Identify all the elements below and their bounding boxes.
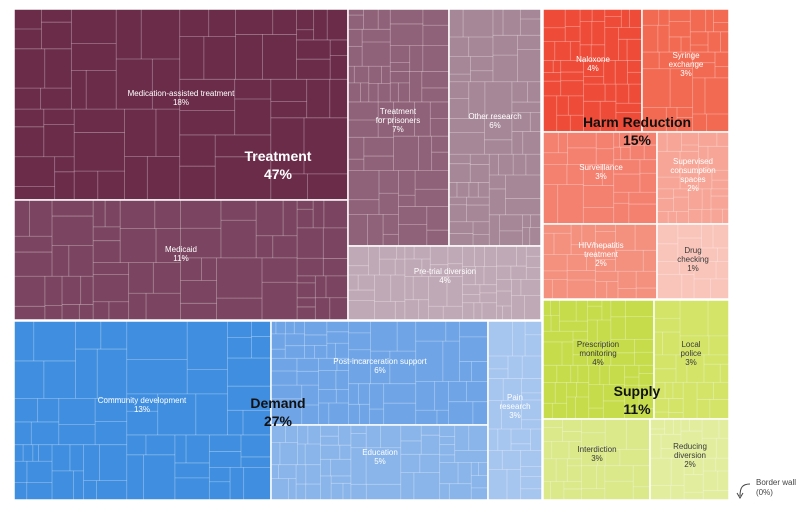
- group-label-treatment: Treatment: [245, 148, 312, 164]
- tile-rect-medication-assisted-treatment: [13, 8, 349, 201]
- tile-label-reducing-diversion: Reducing diversion: [673, 442, 707, 460]
- tile-label-drug-checking: Drug checking: [677, 246, 709, 264]
- tile-percent-education: 5%: [374, 457, 386, 466]
- tile-rect-hiv-hepatitis-treatment: [542, 223, 658, 300]
- tile-label-community-development: Community development: [98, 396, 187, 405]
- tile-interdiction: [542, 418, 651, 501]
- tile-percent-interdiction: 3%: [591, 454, 603, 463]
- tile-label-other-research: Other research: [468, 112, 521, 121]
- border-wall-annotation: Border wall (0%): [756, 478, 796, 498]
- tile-naloxone: [542, 8, 643, 133]
- tile-percent-pre-trial-diversion: 4%: [439, 276, 451, 285]
- group-percent-harm-reduction: 15%: [623, 132, 652, 148]
- tile-rect-interdiction: [542, 418, 651, 501]
- tile-label-medication-assisted-treatment: Medication-assisted treatment: [128, 89, 235, 98]
- tile-label-pain-research: Pain research: [499, 393, 530, 411]
- group-percent-treatment: 47%: [264, 166, 293, 182]
- tile-syringe-exchange: [641, 8, 730, 133]
- tile-label-interdiction: Interdiction: [577, 445, 616, 454]
- tile-rect-education: [270, 424, 489, 501]
- tile-rect-medicaid: [13, 199, 349, 321]
- tile-label-education: Education: [362, 448, 398, 457]
- tile-label-prescription-monitoring: Prescription monitoring: [577, 340, 619, 358]
- tile-medicaid: [13, 199, 349, 321]
- tile-label-treatment-for-prisoners: Treatment for prisoners: [376, 107, 420, 125]
- tile-rect-reducing-diversion: [649, 418, 730, 501]
- tile-rect-treatment-for-prisoners: [347, 8, 450, 247]
- tile-label-local-police: Local police: [681, 340, 702, 358]
- group-label-harm-reduction: Harm Reduction: [583, 114, 691, 130]
- tile-percent-post-incarceration-support: 6%: [374, 366, 386, 375]
- tile-label-surveillance: Surveillance: [579, 163, 623, 172]
- tile-percent-medicaid: 11%: [173, 254, 188, 263]
- tile-rect-naloxone: [542, 8, 643, 133]
- tile-percent-other-research: 6%: [489, 121, 501, 130]
- tile-reducing-diversion: [649, 418, 730, 501]
- tile-label-hiv-hepatitis-treatment: HIV/hepatitis treatment: [578, 241, 623, 259]
- border-wall-percent: (0%): [756, 488, 773, 497]
- tile-label-post-incarceration-support: Post-incarceration support: [333, 357, 427, 366]
- tile-other-research: [448, 8, 542, 247]
- tile-treatment-for-prisoners: [347, 8, 450, 247]
- tile-supervised-consumption-spaces: [656, 131, 730, 225]
- tile-rect-syringe-exchange: [641, 8, 730, 133]
- tile-rect-pain-research: [487, 320, 543, 501]
- group-percent-demand: 27%: [264, 413, 293, 429]
- group-percent-supply: 11%: [623, 401, 651, 417]
- tile-percent-drug-checking: 1%: [687, 264, 699, 273]
- tile-label-medicaid: Medicaid: [165, 245, 197, 254]
- tile-rect-supervised-consumption-spaces: [656, 131, 730, 225]
- tile-percent-syringe-exchange: 3%: [680, 69, 692, 78]
- tile-post-incarceration-support: [270, 320, 489, 426]
- tile-percent-surveillance: 3%: [595, 172, 607, 181]
- tile-percent-hiv-hepatitis-treatment: 2%: [595, 259, 607, 268]
- tile-prescription-monitoring: [542, 299, 655, 420]
- tile-label-pre-trial-diversion: Pre-trial diversion: [414, 267, 476, 276]
- treemap-tiles: [13, 8, 730, 501]
- tile-percent-local-police: 3%: [685, 358, 697, 367]
- tile-percent-supervised-consumption-spaces: 2%: [687, 184, 699, 193]
- tile-education: [270, 424, 489, 501]
- tile-rect-prescription-monitoring: [542, 299, 655, 420]
- tile-percent-pain-research: 3%: [509, 411, 521, 420]
- tile-rect-pre-trial-diversion: [347, 245, 542, 321]
- tile-percent-prescription-monitoring: 4%: [592, 358, 604, 367]
- tile-drug-checking: [656, 223, 730, 300]
- group-label-supply: Supply: [614, 383, 661, 399]
- tile-rect-drug-checking: [656, 223, 730, 300]
- tile-hiv-hepatitis-treatment: [542, 223, 658, 300]
- tile-medication-assisted-treatment: [13, 8, 349, 201]
- tile-label-naloxone: Naloxone: [576, 55, 610, 64]
- tile-label-supervised-consumption-spaces: Supervised consumption spaces: [670, 157, 715, 184]
- tile-rect-other-research: [448, 8, 542, 247]
- tile-pre-trial-diversion: [347, 245, 542, 321]
- tile-community-development: [13, 320, 272, 501]
- tile-percent-community-development: 13%: [134, 405, 150, 414]
- tile-rect-community-development: [13, 320, 272, 501]
- tile-rect-post-incarceration-support: [270, 320, 489, 426]
- tile-percent-naloxone: 4%: [587, 64, 599, 73]
- tile-percent-medication-assisted-treatment: 18%: [173, 98, 189, 107]
- tile-label-syringe-exchange: Syringe exchange: [669, 51, 704, 69]
- tile-pain-research: [487, 320, 543, 501]
- border-wall-label: Border wall: [756, 478, 797, 487]
- group-label-demand: Demand: [250, 395, 305, 411]
- arrow-down-icon: [736, 483, 751, 499]
- tile-percent-treatment-for-prisoners: 7%: [392, 125, 404, 134]
- tile-local-police: [653, 299, 730, 420]
- tile-percent-reducing-diversion: 2%: [684, 460, 696, 469]
- tile-rect-local-police: [653, 299, 730, 420]
